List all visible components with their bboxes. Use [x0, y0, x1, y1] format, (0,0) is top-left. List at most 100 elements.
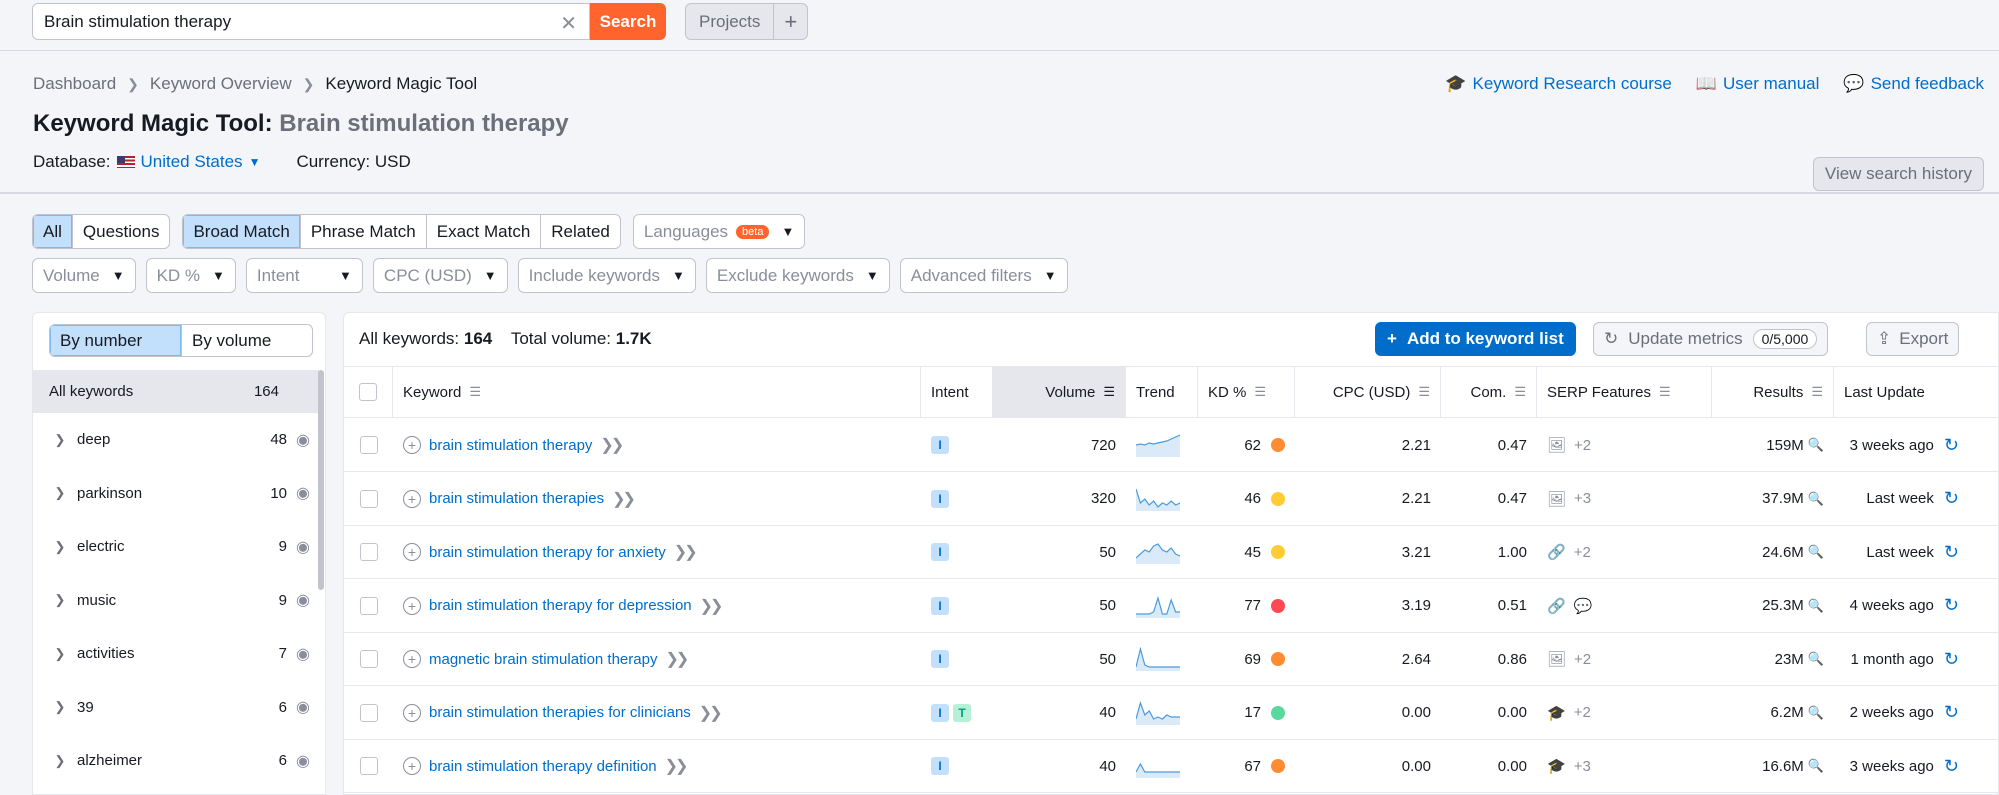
view-search-history-button[interactable]: View search history: [1812, 157, 1984, 191]
group-item[interactable]: ❯ alzheimer 6 ◉: [33, 734, 319, 787]
row-checkbox[interactable]: [359, 650, 378, 668]
clear-icon[interactable]: ✕: [560, 13, 577, 35]
chevron-down-icon[interactable]: ▼: [248, 155, 261, 169]
tab-broad-match[interactable]: Broad Match: [183, 215, 300, 248]
row-checkbox[interactable]: [359, 596, 378, 615]
groups-scrollbar[interactable]: [318, 370, 324, 590]
serp-preview-icon[interactable]: 🔍: [1807, 651, 1824, 666]
serp-preview-icon[interactable]: 🔍: [1807, 544, 1824, 559]
tab-phrase-match[interactable]: Phrase Match: [299, 215, 426, 248]
serp-preview-icon[interactable]: 🔍: [1807, 704, 1824, 720]
serp-extra-count[interactable]: +2: [1574, 650, 1592, 668]
row-checkbox[interactable]: [359, 489, 378, 508]
chevron-right-icon[interactable]: ❯: [54, 752, 66, 768]
add-circle-icon[interactable]: +: [403, 436, 421, 454]
tab-all[interactable]: All: [33, 215, 72, 248]
keyword-link[interactable]: brain stimulation therapy definition: [429, 757, 657, 775]
select-all-checkbox[interactable]: [359, 383, 377, 401]
refresh-icon[interactable]: ↻: [1943, 648, 1959, 669]
row-checkbox[interactable]: [359, 543, 378, 561]
col-com[interactable]: Com. ☰: [1441, 367, 1537, 417]
row-checkbox[interactable]: [359, 757, 378, 775]
include-keywords-filter[interactable]: Include keywords ▼: [517, 258, 696, 293]
serp-preview-icon[interactable]: 🔍: [1807, 490, 1824, 506]
add-to-keyword-list-button[interactable]: + Add to keyword list: [1375, 322, 1576, 356]
projects-button[interactable]: Projects: [699, 11, 761, 31]
send-feedback-link[interactable]: 💬 Send feedback: [1843, 74, 1984, 94]
tab-related[interactable]: Related: [540, 215, 620, 248]
group-item[interactable]: ❯ music 9 ◉: [33, 574, 319, 627]
refresh-icon[interactable]: ↻: [1943, 488, 1959, 508]
refresh-icon[interactable]: ↻: [1943, 755, 1959, 776]
add-circle-icon[interactable]: +: [403, 489, 421, 508]
add-circle-icon[interactable]: +: [403, 650, 421, 668]
group-item[interactable]: ❯ activities 7 ◉: [33, 627, 319, 680]
col-volume[interactable]: Volume ☰: [993, 367, 1126, 417]
group-item[interactable]: ❯ deep 48 ◉: [33, 413, 319, 466]
chevron-right-icon[interactable]: ❯: [54, 485, 66, 500]
search-button[interactable]: Search: [590, 3, 666, 40]
row-checkbox[interactable]: [359, 703, 378, 722]
search-input[interactable]: Brain stimulation therapy ✕: [32, 3, 590, 40]
serp-extra-count[interactable]: +2: [1574, 436, 1592, 454]
col-keyword[interactable]: Keyword ☰: [393, 367, 921, 417]
chevron-right-icon[interactable]: ❯: [54, 592, 66, 607]
serp-preview-icon[interactable]: 🔍: [1807, 437, 1824, 452]
double-chevron-right-icon[interactable]: ❯❯: [665, 651, 689, 668]
add-circle-icon[interactable]: +: [403, 543, 421, 561]
double-chevron-right-icon[interactable]: ❯❯: [698, 704, 723, 722]
col-last-update[interactable]: Last Update: [1834, 367, 1969, 417]
eye-icon[interactable]: ◉: [296, 645, 310, 663]
eye-icon[interactable]: ◉: [296, 592, 310, 609]
all-keywords-group[interactable]: All keywords 164: [33, 370, 319, 413]
chevron-right-icon[interactable]: ❯: [54, 431, 66, 447]
refresh-icon[interactable]: ↻: [1943, 595, 1959, 615]
eye-icon[interactable]: ◉: [296, 538, 310, 556]
keyword-link[interactable]: brain stimulation therapies for clinicia…: [429, 704, 691, 721]
serp-preview-icon[interactable]: 🔍: [1807, 597, 1824, 613]
by-volume-tab[interactable]: By volume: [181, 325, 312, 356]
refresh-icon[interactable]: ↻: [1943, 702, 1959, 722]
keyword-link[interactable]: brain stimulation therapy for depression: [429, 597, 692, 614]
double-chevron-right-icon[interactable]: ❯❯: [600, 437, 624, 454]
group-item[interactable]: ❯ parkinson 10 ◉: [33, 467, 319, 520]
keyword-link[interactable]: brain stimulation therapy: [429, 436, 593, 454]
serp-extra-count[interactable]: +2: [1573, 704, 1591, 721]
intent-filter[interactable]: Intent ▼: [245, 258, 363, 293]
double-chevron-right-icon[interactable]: ❯❯: [673, 544, 698, 561]
keyword-link[interactable]: brain stimulation therapies: [429, 490, 605, 507]
col-results[interactable]: Results ☰: [1712, 367, 1834, 417]
serp-extra-count[interactable]: +2: [1573, 543, 1591, 561]
col-kd[interactable]: KD % ☰: [1198, 367, 1295, 417]
languages-dropdown[interactable]: Languages beta ▼: [632, 214, 806, 249]
serp-extra-count[interactable]: +3: [1574, 490, 1592, 507]
refresh-icon[interactable]: ↻: [1943, 541, 1959, 562]
advanced-filters[interactable]: Advanced filters ▼: [899, 258, 1068, 293]
double-chevron-right-icon[interactable]: ❯❯: [664, 758, 689, 775]
add-circle-icon[interactable]: +: [403, 703, 421, 722]
row-checkbox[interactable]: [359, 436, 378, 454]
double-chevron-right-icon[interactable]: ❯❯: [699, 597, 724, 615]
refresh-icon[interactable]: ↻: [1943, 434, 1959, 455]
serp-extra-count[interactable]: +3: [1573, 757, 1591, 775]
tab-questions[interactable]: Questions: [71, 215, 170, 248]
keyword-link[interactable]: brain stimulation therapy for anxiety: [429, 543, 666, 561]
group-item[interactable]: ❯ electric 9 ◉: [33, 520, 319, 573]
breadcrumb-keyword-overview[interactable]: Keyword Overview: [149, 74, 292, 93]
eye-icon[interactable]: ◉: [296, 485, 310, 502]
eye-icon[interactable]: ◉: [296, 431, 310, 449]
user-manual-link[interactable]: 📖 User manual: [1696, 74, 1820, 94]
cpc-filter[interactable]: CPC (USD) ▼: [372, 258, 508, 293]
add-circle-icon[interactable]: +: [403, 596, 421, 615]
export-button[interactable]: ⇪ Export: [1866, 322, 1960, 356]
col-serp-features[interactable]: SERP Features ☰: [1537, 367, 1712, 417]
update-metrics-button[interactable]: ↻ Update metrics 0/5,000: [1593, 322, 1829, 356]
add-circle-icon[interactable]: +: [403, 757, 421, 775]
chevron-right-icon[interactable]: ❯: [54, 699, 66, 714]
exclude-keywords-filter[interactable]: Exclude keywords ▼: [705, 258, 890, 293]
eye-icon[interactable]: ◉: [296, 699, 310, 716]
keyword-research-course-link[interactable]: 🎓 Keyword Research course: [1445, 74, 1672, 94]
volume-filter[interactable]: Volume ▼: [32, 258, 136, 293]
chevron-right-icon[interactable]: ❯: [54, 538, 66, 554]
database-country-dropdown[interactable]: United States: [140, 152, 243, 171]
